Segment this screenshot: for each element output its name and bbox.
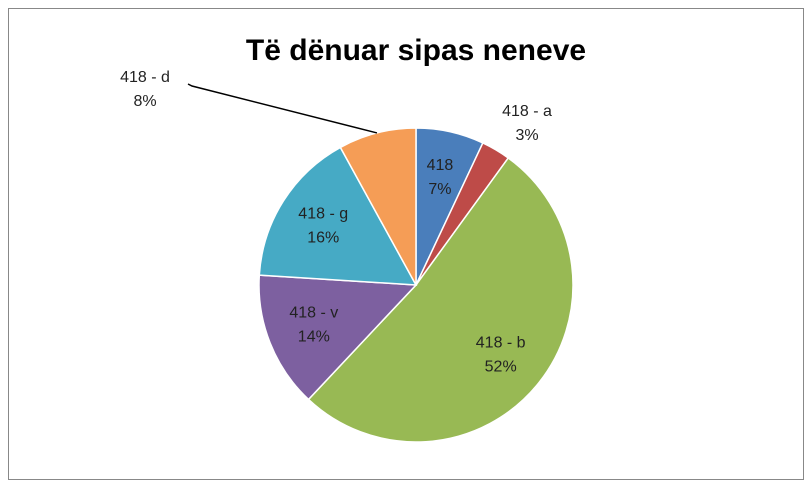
- chart-title: Të dënuar sipas neneve: [246, 34, 586, 67]
- slice-value-label: 52%: [485, 358, 517, 375]
- slice-label: 418: [427, 157, 454, 174]
- slice-label: 418 - v: [289, 305, 338, 322]
- slice-label: 418 - a: [502, 103, 552, 120]
- pie-slice: [258, 274, 418, 401]
- slice-label: 418 - b: [476, 334, 526, 351]
- pie-slice: [339, 127, 417, 286]
- pie-slice: [307, 156, 574, 443]
- slice-label: 418 - d: [120, 69, 170, 86]
- pie-slice: [258, 146, 418, 286]
- slice-value-label: 7%: [428, 181, 451, 198]
- leader-line: [187, 83, 378, 134]
- slice-value-label: 16%: [307, 229, 339, 246]
- slice-value-label: 8%: [133, 93, 156, 110]
- slice-value-label: 14%: [298, 329, 330, 346]
- slice-label: 418 - g: [298, 205, 348, 222]
- slice-value-label: 3%: [515, 127, 538, 144]
